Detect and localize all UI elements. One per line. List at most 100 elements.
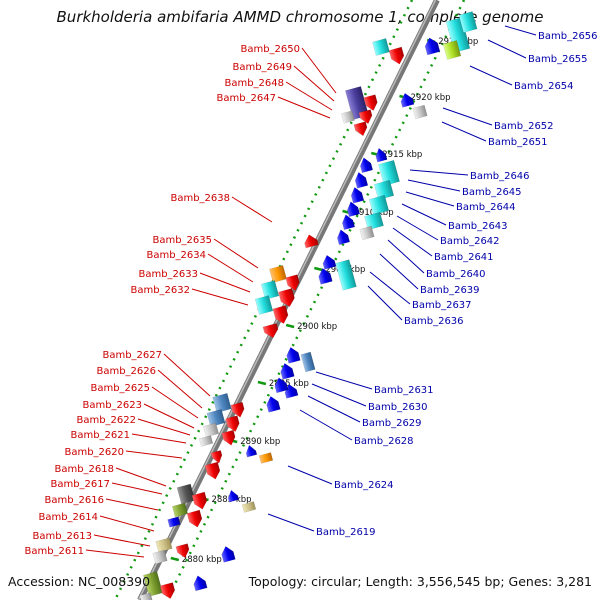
gene-shape — [375, 147, 388, 163]
left-gene-label: Bamb_2647 — [216, 93, 276, 104]
gene-feature — [272, 305, 289, 325]
gene-feature — [359, 225, 375, 241]
right-gene-label: Bamb_2644 — [456, 202, 516, 213]
right-gene-label: Bamb_2642 — [440, 236, 500, 247]
left-gene-leader — [137, 418, 191, 436]
gene-feature — [212, 392, 232, 414]
right-gene-leader — [442, 107, 493, 126]
left-gene-leader — [111, 482, 163, 495]
left-gene-label: Bamb_2613 — [32, 531, 92, 542]
right-gene-label: Bamb_2645 — [462, 187, 522, 198]
gene-shape — [284, 383, 299, 399]
gene-shape — [359, 225, 375, 241]
left-gene-leader — [143, 403, 195, 429]
gene-shape — [241, 501, 257, 513]
gene-shape — [364, 211, 384, 231]
left-gene-leader — [163, 353, 211, 397]
gene-shape — [458, 11, 478, 33]
right-gene-leader — [369, 271, 411, 305]
gene-feature — [400, 92, 415, 108]
left-gene-label: Bamb_2649 — [232, 62, 292, 73]
gene-shape — [388, 46, 405, 65]
right-gene-leader — [392, 227, 433, 257]
gene-feature — [354, 171, 369, 189]
gene-feature — [139, 592, 153, 600]
right-gene-label: Bamb_2628 — [354, 436, 414, 447]
right-gene-label: Bamb_2655 — [528, 54, 588, 65]
gene-shape — [254, 295, 274, 315]
gene-feature — [286, 346, 301, 364]
right-gene-leader — [311, 383, 367, 407]
left-gene-label: Bamb_2617 — [50, 479, 110, 490]
right-gene-leader — [307, 395, 361, 423]
right-gene-label: Bamb_2654 — [514, 81, 574, 92]
left-gene-label: Bamb_2635 — [152, 235, 212, 246]
gene-feature — [227, 489, 240, 503]
gene-feature — [318, 267, 333, 285]
gene-feature — [358, 109, 373, 125]
gene-shape — [204, 461, 221, 480]
gene-feature — [342, 214, 356, 231]
accession-label: Accession: NC_008390 — [8, 574, 151, 589]
left-gene-label: Bamb_2625 — [90, 383, 150, 394]
left-gene-label: Bamb_2650 — [240, 44, 300, 55]
right-gene-label: Bamb_2646 — [470, 171, 530, 182]
gene-shape — [167, 516, 181, 528]
gene-feature — [458, 11, 478, 33]
left-gene-label: Bamb_2623 — [82, 400, 142, 411]
gene-feature — [388, 46, 405, 65]
kbp-tick-mark — [314, 266, 323, 272]
right-gene-label: Bamb_2630 — [368, 402, 428, 413]
right-gene-label: Bamb_2637 — [412, 300, 472, 311]
left-gene-leader — [85, 549, 145, 558]
gene-shape — [159, 582, 176, 600]
right-gene-leader — [267, 513, 315, 532]
gene-shape — [260, 280, 280, 300]
gene-feature — [260, 280, 280, 300]
gene-shape — [193, 575, 208, 592]
left-gene-label: Bamb_2632 — [130, 285, 190, 296]
gene-shape — [278, 288, 295, 307]
left-gene-label: Bamb_2627 — [102, 350, 162, 361]
gene-feature — [245, 444, 258, 458]
right-gene-label: Bamb_2619 — [316, 527, 376, 538]
right-gene-leader — [405, 191, 455, 207]
gene-feature — [230, 401, 245, 418]
right-gene-label: Bamb_2651 — [488, 137, 548, 148]
gene-shape — [400, 92, 415, 108]
gene-feature — [254, 295, 274, 315]
gene-shape — [221, 545, 236, 563]
gene-feature — [206, 408, 226, 428]
kbp-tick-mark — [170, 556, 180, 562]
gene-shape — [258, 452, 274, 464]
gene-shape — [373, 179, 395, 201]
gene-feature — [373, 179, 395, 201]
kbp-tick-label: 2880 kbp — [182, 555, 222, 565]
gene-feature — [186, 509, 203, 528]
gene-shape — [442, 40, 462, 60]
gene-shape — [360, 157, 374, 174]
right-gene-leader — [367, 285, 403, 321]
left-gene-label: Bamb_2621 — [70, 430, 130, 441]
gene-shape — [227, 489, 240, 503]
gene-feature — [198, 435, 214, 447]
left-gene-leader — [277, 96, 331, 119]
right-gene-label: Bamb_2631 — [374, 385, 434, 396]
gene-feature — [375, 147, 388, 163]
gene-feature — [322, 254, 337, 270]
right-gene-leader — [441, 121, 487, 142]
left-gene-leader — [191, 288, 249, 306]
gene-feature — [442, 40, 462, 60]
right-gene-label: Bamb_2639 — [420, 285, 480, 296]
gene-feature — [284, 383, 299, 399]
gene-shape — [202, 422, 220, 438]
left-gene-leader — [105, 498, 159, 511]
gene-feature — [363, 94, 378, 112]
left-gene-leader — [213, 238, 259, 269]
gene-feature — [202, 422, 220, 438]
gene-feature — [280, 362, 295, 380]
right-gene-leader — [487, 39, 527, 59]
gene-feature — [210, 450, 223, 464]
gene-shape — [322, 254, 337, 270]
gene-feature — [225, 415, 240, 433]
